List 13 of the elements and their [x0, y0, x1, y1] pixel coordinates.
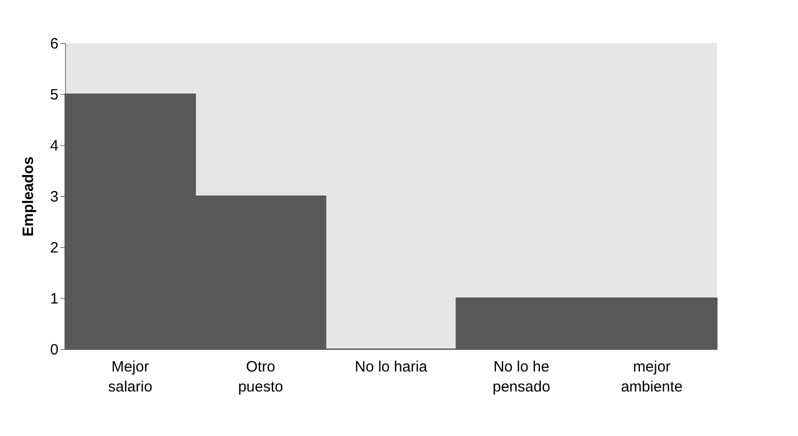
y-tick-label: 1 — [50, 290, 58, 308]
x-tick-label: Mejor salario — [108, 358, 152, 396]
y-tick-label: 6 — [50, 36, 58, 52]
x-tick-label: No lo he pensado — [492, 358, 550, 396]
y-tick-label: 0 — [50, 342, 58, 358]
y-tick-label: 2 — [50, 240, 58, 256]
y-tick-label: 3 — [50, 188, 58, 206]
x-tick-label: mejor ambiente — [620, 358, 683, 396]
x-tick-label: No lo haria — [354, 358, 428, 376]
x-tick-label: Otro puesto — [238, 358, 284, 396]
y-axis-title: Empleados — [20, 156, 38, 237]
y-tick-label: 4 — [50, 138, 58, 154]
y-tick-label: 5 — [50, 86, 58, 104]
